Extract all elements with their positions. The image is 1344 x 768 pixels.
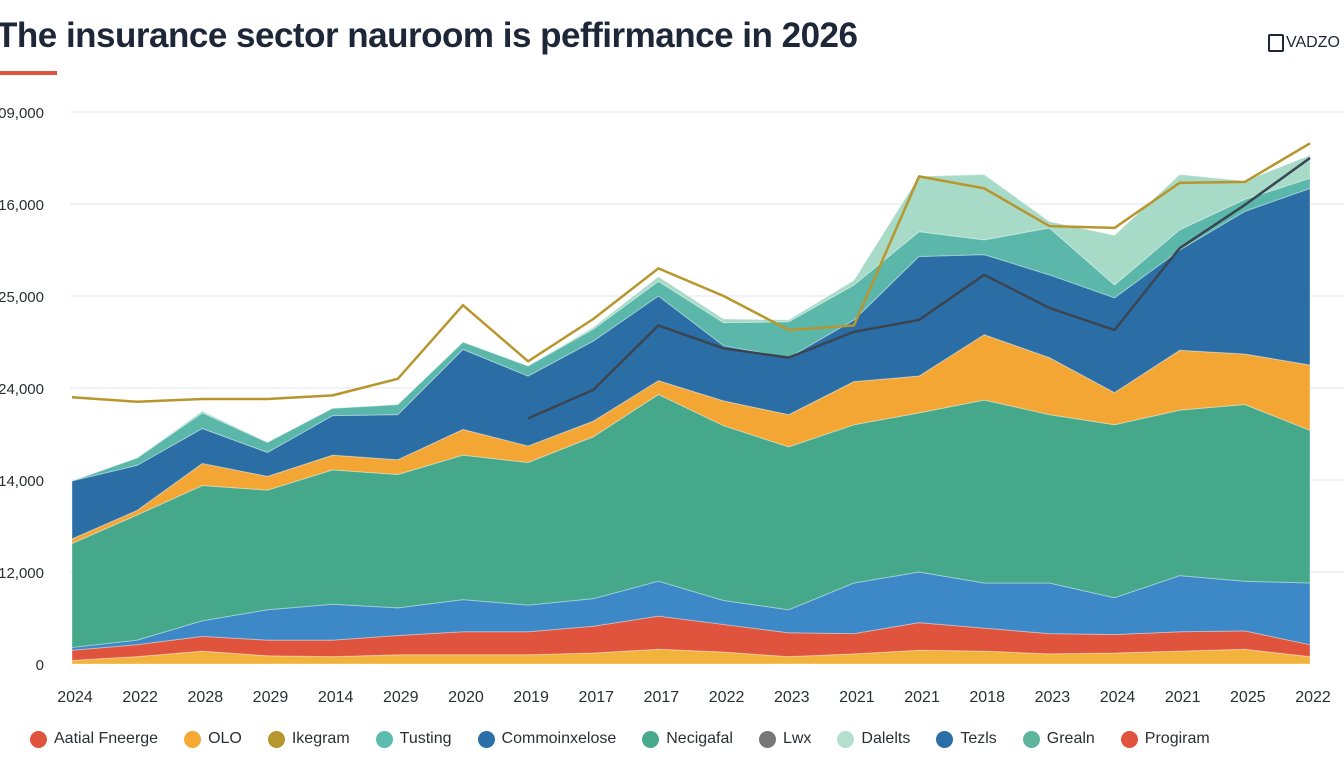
legend-swatch-icon [267,730,285,748]
legend-item: Dalelts [837,730,910,748]
legend-swatch-icon [30,730,47,748]
legend-label: Grealn [1046,730,1095,747]
area-series-6 [71,177,1311,482]
x-tick-label: 2017 [644,689,680,706]
x-tick-label: 2021 [904,689,940,706]
legend-swatch-icon [1120,730,1138,748]
legend-swatch-icon [477,730,495,748]
legend-label: Tezls [960,730,997,747]
legend-item: Ikegram [267,730,350,748]
legend-item: Commoinxelose [477,730,617,748]
legend-swatch-icon [837,730,855,748]
y-tick-label: 16,000 [0,197,44,214]
x-tick-label: 2018 [969,689,1005,706]
x-tick-label: 2017 [578,689,614,706]
stacked-area-chart: 0 12,000 14,000 24,000 25,000 16,000 09,000 202… [0,105,1344,706]
x-tick-label: 2024 [1100,689,1136,706]
legend-item: OLO [184,730,242,748]
x-tick-label: 2029 [253,689,289,706]
legend-item: Progiram [1120,730,1210,748]
x-tick-label: 2023 [1035,689,1071,706]
legend-label: Progiram [1144,730,1210,747]
legend-label: Lwx [782,730,812,747]
area-series-2 [71,571,1311,651]
legend-item: Grealn [1022,730,1095,748]
legend-item: Necigafal [642,730,733,748]
area-series-7 [71,154,1311,482]
y-tick-label: 24,000 [0,381,44,398]
area-series-5 [71,187,1311,540]
legend-label: OLO [208,730,242,747]
x-tick-label: 2020 [448,689,484,706]
legend-swatch-icon [642,730,660,748]
x-tick-label: 2025 [1230,689,1266,706]
chart-title: The insurance sector nauroom is peffirma… [0,16,858,55]
x-tick-label: 2019 [513,689,549,706]
x-tick-label: 2021 [1165,689,1201,706]
legend-item: Lwx [758,730,812,748]
legend-label: Dalelts [861,730,911,747]
legend-swatch-icon [184,730,202,748]
x-tick-label: 2023 [774,689,810,706]
x-tick-label: 2029 [383,689,419,706]
legend-swatch-icon [1022,730,1040,748]
logo: VADZO [1268,34,1340,52]
area-series-4 [71,334,1311,545]
y-tick-label: 0 [36,657,44,674]
legend-label: Commoinxelose [501,730,617,747]
x-tick-label: 2028 [188,689,224,706]
legend-label: Necigafal [666,730,733,747]
y-tick-label: 12,000 [0,565,44,582]
legend-item: Tusting [375,730,452,748]
legend-swatch-icon [375,730,393,748]
x-tick-label: 2022 [709,689,745,706]
line-series-1 [527,156,1311,420]
legend-swatch-icon [936,730,954,748]
y-tick-label: 14,000 [0,473,44,490]
area-series-3 [71,393,1311,648]
y-tick-label: 09,000 [0,105,44,122]
title-accent-bar [0,71,57,75]
legend-item: Aatial Fneerge [30,730,158,748]
legend-label: Ikegram [291,730,350,747]
legend-label: Tusting [399,730,452,747]
logo-text: VADZO [1286,34,1340,51]
line-series-0 [71,142,1311,404]
legend-item: Tezls [936,730,997,748]
y-tick-label: 25,000 [0,289,44,306]
x-tick-label: 2022 [1295,689,1331,706]
x-tick-label: 2024 [57,689,93,706]
legend-swatch-icon [758,730,776,748]
legend: Aatial Fneerge OLO Ikegram Tusting Commoinxe… [30,730,1236,748]
legend-label: Aatial Fneerge [54,730,159,747]
x-tick-label: 2022 [122,689,158,706]
x-tick-label: 2014 [318,689,354,706]
x-tick-label: 2021 [839,689,875,706]
logo-icon [1268,34,1284,52]
